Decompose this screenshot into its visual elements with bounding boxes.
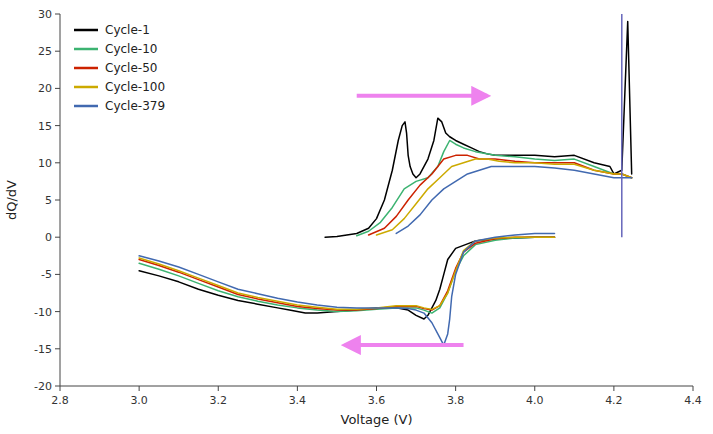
legend: Cycle-1 Cycle-10 Cycle-50 Cycle-100 Cycle-37… xyxy=(74,23,165,113)
y-tick xyxy=(55,88,60,89)
x-axis-title: Voltage (V) xyxy=(341,412,413,427)
series-line xyxy=(325,21,632,237)
y-tick-label: 10 xyxy=(38,157,52,170)
x-tick xyxy=(218,386,219,391)
x-tick xyxy=(534,386,535,391)
x-tick-label: 4.4 xyxy=(684,394,702,407)
page: {"chart_data": { "type": "line", "xlabel… xyxy=(0,0,713,434)
annotation-line xyxy=(621,14,623,237)
annotation-arrow xyxy=(357,94,488,98)
series-line xyxy=(377,159,632,235)
x-tick xyxy=(139,386,140,391)
legend-label: Cycle-10 xyxy=(105,42,157,56)
legend-swatch xyxy=(74,86,98,89)
y-tick-label: -15 xyxy=(34,343,52,356)
x-tick xyxy=(297,386,298,391)
y-tick-label: 20 xyxy=(38,82,52,95)
y-tick-label: 25 xyxy=(38,45,52,58)
y-tick-label: 15 xyxy=(38,120,52,133)
y-tick-label: 5 xyxy=(45,194,52,207)
y-axis-title: dQ/dV xyxy=(4,180,19,220)
x-tick-label: 4.2 xyxy=(605,394,623,407)
x-tick-label: 3.8 xyxy=(447,394,465,407)
y-tick xyxy=(55,125,60,126)
legend-label: Cycle-1 xyxy=(105,23,150,37)
x-tick-label: 3.2 xyxy=(210,394,228,407)
y-tick xyxy=(55,162,60,163)
x-tick-label: 4.0 xyxy=(526,394,544,407)
series-line xyxy=(357,140,632,235)
y-tick xyxy=(55,51,60,52)
y-tick-label: 0 xyxy=(45,231,52,244)
y-tick xyxy=(55,274,60,275)
y-tick xyxy=(55,14,60,15)
y-tick xyxy=(55,200,60,201)
legend-swatch xyxy=(74,67,98,70)
legend-label: Cycle-379 xyxy=(105,99,165,113)
y-tick-label: -5 xyxy=(41,268,52,281)
x-tick xyxy=(455,386,456,391)
x-tick xyxy=(60,386,61,391)
axes: 2.8 3.0 3.2 3.4 3.6 3.8 4.0 4.2 4.4 -20 -15 -10 -5 0 5… xyxy=(34,8,702,407)
x-tick-label: 2.8 xyxy=(51,394,69,407)
y-tick-label: -20 xyxy=(34,380,52,393)
y-tick xyxy=(55,237,60,238)
series-line xyxy=(396,167,631,234)
y-tick xyxy=(55,311,60,312)
legend-swatch xyxy=(74,105,98,108)
plot-area xyxy=(139,14,632,345)
annotation-arrow xyxy=(345,343,464,347)
x-tick-label: 3.6 xyxy=(368,394,386,407)
x-tick xyxy=(613,386,614,391)
legend-label: Cycle-50 xyxy=(105,61,157,75)
y-tick xyxy=(55,386,60,387)
x-tick xyxy=(376,386,377,391)
legend-swatch xyxy=(74,48,98,51)
x-tick-label: 3.4 xyxy=(289,394,307,407)
x-tick-label: 3.0 xyxy=(130,394,148,407)
x-tick xyxy=(693,386,694,391)
series-line xyxy=(139,237,554,310)
y-tick-label: 30 xyxy=(38,8,52,21)
series-line xyxy=(139,237,554,309)
y-tick-label: -10 xyxy=(34,306,52,319)
series-line xyxy=(369,155,632,235)
legend-swatch xyxy=(74,29,98,32)
series-line xyxy=(139,233,554,345)
y-tick xyxy=(55,348,60,349)
legend-label: Cycle-100 xyxy=(105,80,165,94)
chart: 2.8 3.0 3.2 3.4 3.6 3.8 4.0 4.2 4.4 -20 -15 -10 -5 0 5… xyxy=(0,0,713,434)
